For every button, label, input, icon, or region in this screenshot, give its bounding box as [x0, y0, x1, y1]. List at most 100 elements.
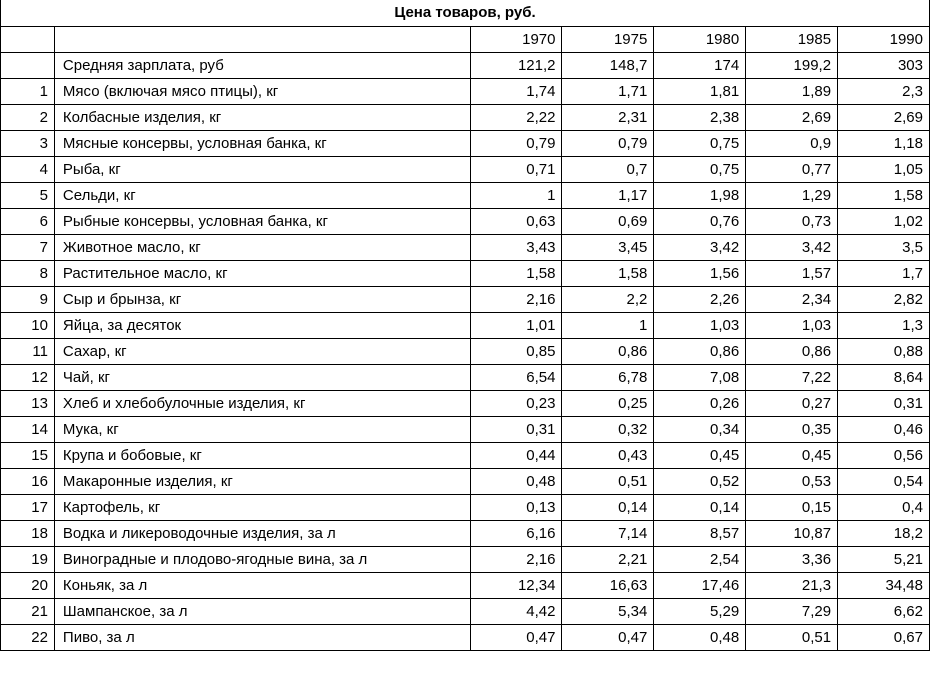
row-value: 0,35	[746, 416, 838, 442]
salary-v4: 303	[838, 52, 930, 78]
row-index: 16	[1, 468, 55, 494]
salary-v1: 148,7	[562, 52, 654, 78]
row-value: 0,48	[654, 624, 746, 650]
table-row: 22Пиво, за л0,470,470,480,510,67	[1, 624, 930, 650]
table-row: 7Животное масло, кг3,433,453,423,423,5	[1, 234, 930, 260]
row-value: 16,63	[562, 572, 654, 598]
salary-idx	[1, 52, 55, 78]
row-index: 6	[1, 208, 55, 234]
row-value: 6,16	[470, 520, 562, 546]
row-index: 2	[1, 104, 55, 130]
salary-label: Средняя зарплата, руб	[54, 52, 470, 78]
row-label: Сельди, кг	[54, 182, 470, 208]
row-value: 1,3	[838, 312, 930, 338]
row-value: 0,45	[746, 442, 838, 468]
row-value: 0,14	[654, 494, 746, 520]
year-0: 1970	[470, 26, 562, 52]
row-value: 0,7	[562, 156, 654, 182]
salary-row: Средняя зарплата, руб 121,2 148,7 174 19…	[1, 52, 930, 78]
row-value: 5,29	[654, 598, 746, 624]
salary-v2: 174	[654, 52, 746, 78]
row-value: 1,58	[470, 260, 562, 286]
row-value: 1,02	[838, 208, 930, 234]
row-value: 1,03	[654, 312, 746, 338]
row-value: 2,22	[470, 104, 562, 130]
price-table: Цена товаров, руб. 1970 1975 1980 1985 1…	[0, 0, 930, 651]
row-value: 1,05	[838, 156, 930, 182]
table-row: 4Рыба, кг0,710,70,750,771,05	[1, 156, 930, 182]
row-value: 2,21	[562, 546, 654, 572]
table-row: 19Виноградные и плодово-ягодные вина, за…	[1, 546, 930, 572]
row-label: Крупа и бобовые, кг	[54, 442, 470, 468]
row-value: 18,2	[838, 520, 930, 546]
row-value: 2,2	[562, 286, 654, 312]
row-value: 5,34	[562, 598, 654, 624]
row-value: 1	[562, 312, 654, 338]
row-value: 0,46	[838, 416, 930, 442]
row-label: Макаронные изделия, кг	[54, 468, 470, 494]
row-label: Мука, кг	[54, 416, 470, 442]
row-label: Сыр и брынза, кг	[54, 286, 470, 312]
row-index: 22	[1, 624, 55, 650]
table-row: 16Макаронные изделия, кг0,480,510,520,53…	[1, 468, 930, 494]
row-value: 1,57	[746, 260, 838, 286]
row-index: 10	[1, 312, 55, 338]
row-index: 1	[1, 78, 55, 104]
row-value: 1,71	[562, 78, 654, 104]
row-value: 0,88	[838, 338, 930, 364]
table-row: 15Крупа и бобовые, кг0,440,430,450,450,5…	[1, 442, 930, 468]
row-value: 2,16	[470, 286, 562, 312]
row-value: 0,23	[470, 390, 562, 416]
row-index: 13	[1, 390, 55, 416]
row-value: 0,51	[562, 468, 654, 494]
row-value: 1,58	[562, 260, 654, 286]
row-index: 18	[1, 520, 55, 546]
years-name-blank	[54, 26, 470, 52]
row-value: 2,3	[838, 78, 930, 104]
row-value: 1	[470, 182, 562, 208]
salary-v0: 121,2	[470, 52, 562, 78]
row-index: 8	[1, 260, 55, 286]
row-value: 0,9	[746, 130, 838, 156]
row-label: Мясные консервы, условная банка, кг	[54, 130, 470, 156]
row-index: 12	[1, 364, 55, 390]
row-value: 0,75	[654, 156, 746, 182]
row-value: 1,7	[838, 260, 930, 286]
row-value: 0,85	[470, 338, 562, 364]
years-row: 1970 1975 1980 1985 1990	[1, 26, 930, 52]
row-value: 12,34	[470, 572, 562, 598]
row-value: 1,03	[746, 312, 838, 338]
row-index: 15	[1, 442, 55, 468]
table-row: 8Растительное масло, кг1,581,581,561,571…	[1, 260, 930, 286]
row-value: 2,69	[838, 104, 930, 130]
row-value: 7,22	[746, 364, 838, 390]
row-index: 9	[1, 286, 55, 312]
row-value: 6,78	[562, 364, 654, 390]
table-row: 5Сельди, кг11,171,981,291,58	[1, 182, 930, 208]
table-row: 9Сыр и брынза, кг2,162,22,262,342,82	[1, 286, 930, 312]
table-row: 18Водка и ликероводочные изделия, за л6,…	[1, 520, 930, 546]
row-value: 0,86	[562, 338, 654, 364]
row-value: 0,51	[746, 624, 838, 650]
row-value: 0,26	[654, 390, 746, 416]
row-index: 20	[1, 572, 55, 598]
row-index: 17	[1, 494, 55, 520]
row-value: 0,45	[654, 442, 746, 468]
row-value: 2,69	[746, 104, 838, 130]
row-value: 17,46	[654, 572, 746, 598]
row-value: 0,77	[746, 156, 838, 182]
row-label: Водка и ликероводочные изделия, за л	[54, 520, 470, 546]
row-value: 3,45	[562, 234, 654, 260]
row-value: 21,3	[746, 572, 838, 598]
row-value: 1,18	[838, 130, 930, 156]
table-row: 2Колбасные изделия, кг2,222,312,382,692,…	[1, 104, 930, 130]
row-value: 1,58	[838, 182, 930, 208]
row-value: 1,17	[562, 182, 654, 208]
year-2: 1980	[654, 26, 746, 52]
row-label: Сахар, кг	[54, 338, 470, 364]
row-value: 0,14	[562, 494, 654, 520]
row-value: 7,14	[562, 520, 654, 546]
row-value: 0,31	[838, 390, 930, 416]
table-row: 6Рыбные консервы, условная банка, кг0,63…	[1, 208, 930, 234]
table-row: 3Мясные консервы, условная банка, кг0,79…	[1, 130, 930, 156]
